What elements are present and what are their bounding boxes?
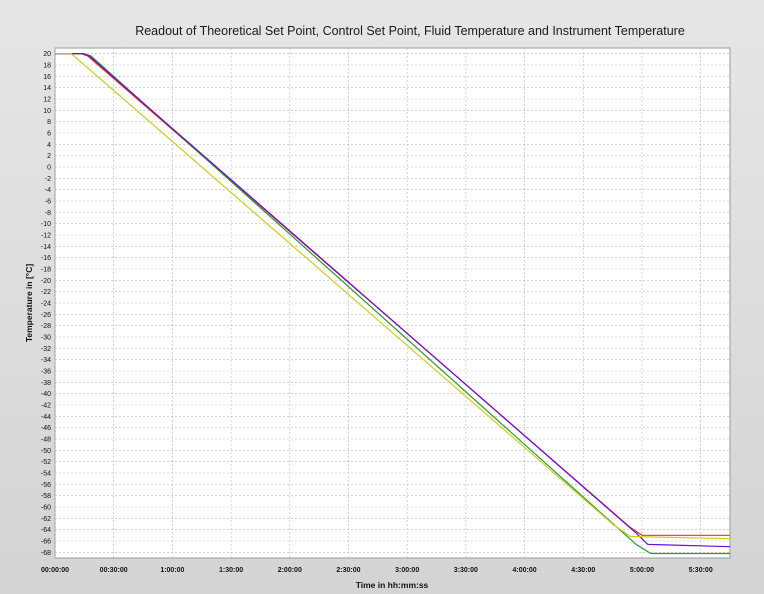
y-tick-label: -40 [41,391,51,398]
y-tick-label: -8 [45,210,51,217]
y-tick-label: 12 [43,97,51,104]
y-tick-label: -64 [41,527,51,534]
y-tick-label: -22 [41,289,51,296]
y-tick-label: 20 [43,51,51,58]
y-tick-label: -56 [41,482,51,489]
y-tick-label: -4 [45,187,51,194]
y-tick-label: -24 [41,301,51,308]
y-tick-label: 8 [47,119,51,126]
y-tick-label: -66 [41,539,51,546]
y-tick-label: -42 [41,403,51,410]
y-tick-label: -16 [41,255,51,262]
x-tick-label: 5:00:00 [630,567,654,574]
y-tick-label: -48 [41,437,51,444]
y-tick-label: -36 [41,369,51,376]
y-tick-label: 16 [43,74,51,81]
x-tick-label: 00:00:00 [41,567,69,574]
y-tick-label: -12 [41,233,51,240]
y-tick-label: -14 [41,244,51,251]
chart-title: Readout of Theoretical Set Point, Contro… [135,24,685,38]
y-tick-label: 14 [43,85,51,92]
y-tick-label: -52 [41,459,51,466]
y-tick-label: 0 [47,165,51,172]
x-tick-label: 2:30:00 [336,567,360,574]
y-axis-tick-labels: 20181614121086420-2-4-6-8-10-12-14-16-18… [41,51,51,557]
y-tick-label: -68 [41,550,51,557]
x-tick-label: 5:30:00 [689,567,713,574]
y-tick-label: -54 [41,471,51,478]
x-tick-label: 4:30:00 [571,567,595,574]
y-tick-label: -18 [41,267,51,274]
y-tick-label: 10 [43,108,51,115]
x-tick-label: 00:30:00 [100,567,128,574]
series-lines [55,53,731,555]
x-tick-label: 1:00:00 [160,567,184,574]
y-tick-label: -26 [41,312,51,319]
y-tick-label: -58 [41,493,51,500]
y-tick-label: 4 [47,142,51,149]
y-tick-label: -32 [41,346,51,353]
y-tick-label: -2 [45,176,51,183]
y-tick-label: -20 [41,278,51,285]
y-axis-title: Temperature in [°C] [24,264,34,343]
y-tick-label: -60 [41,505,51,512]
y-tick-label: -44 [41,414,51,421]
y-tick-label: -62 [41,516,51,523]
y-tick-label: -34 [41,357,51,364]
x-tick-label: 2:00:00 [278,567,302,574]
y-tick-label: -28 [41,323,51,330]
y-tick-label: 2 [47,153,51,160]
y-tick-label: -6 [45,199,51,206]
y-tick-label: -46 [41,425,51,432]
series-line-3 [55,53,731,548]
x-axis-tick-labels: 00:00:00 00:30:00 1:00:00 1:30:00 2:00:00 2:3… [41,567,713,574]
x-tick-label: 3:00:00 [395,567,419,574]
y-tick-label: -30 [41,335,51,342]
x-tick-label: 3:30:00 [454,567,478,574]
series-line-4 [55,53,731,540]
y-tick-label: 6 [47,131,51,138]
y-tick-label: 18 [43,63,51,70]
x-tick-label: 4:00:00 [512,567,536,574]
grid-lines [54,48,730,558]
y-tick-label: -38 [41,380,51,387]
x-axis-title: Time in hh:mm:ss [356,580,429,590]
y-tick-label: -50 [41,448,51,455]
y-tick-label: -10 [41,221,51,228]
x-tick-label: 1:30:00 [219,567,243,574]
